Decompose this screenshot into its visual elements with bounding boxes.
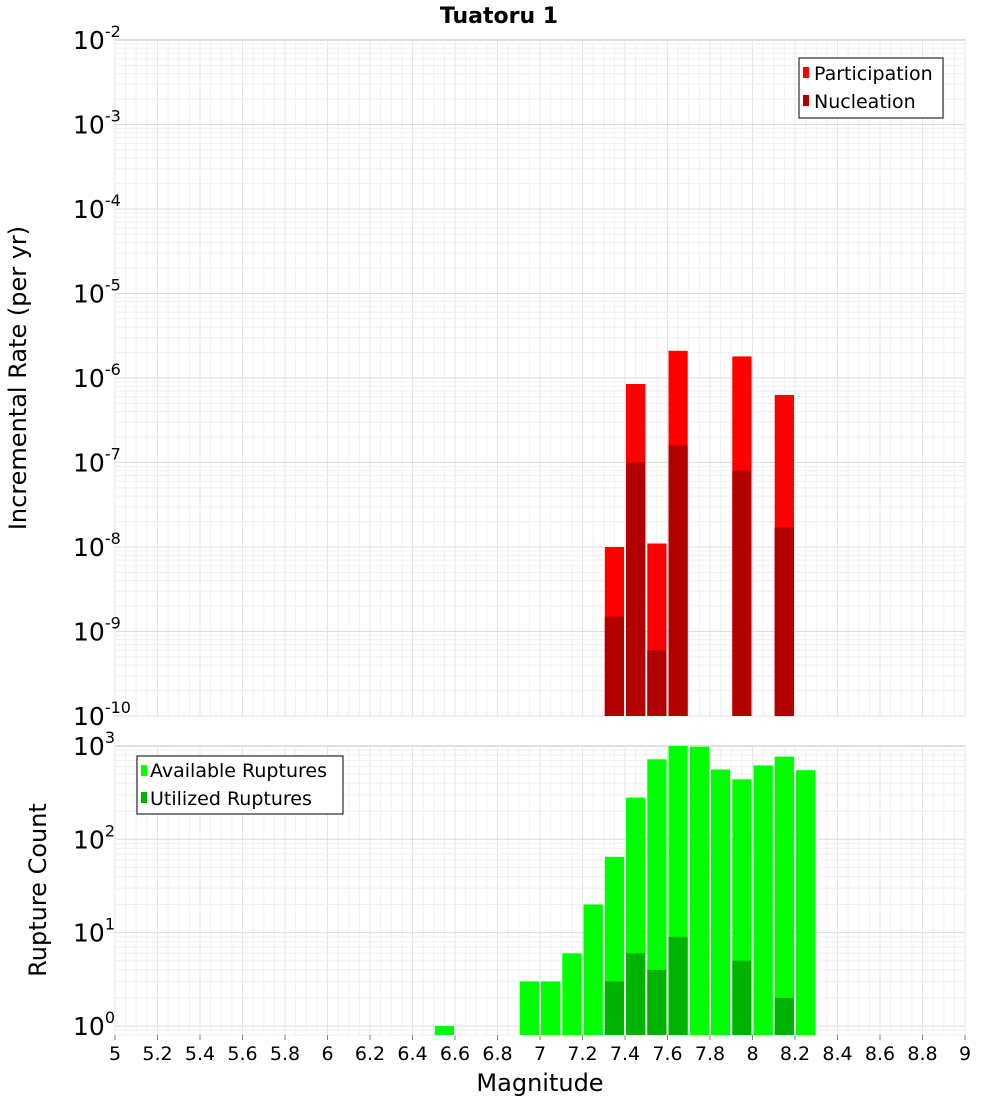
x-tick-label: 7.4	[610, 1043, 640, 1065]
bottom-bar-available-ruptures	[519, 981, 540, 1035]
x-tick-label: 8.4	[822, 1043, 852, 1065]
x-tick-label: 6.6	[440, 1043, 470, 1065]
bottom-bar-available-ruptures	[647, 759, 667, 1035]
x-tick-label: 7	[534, 1043, 546, 1065]
legend-swatch-utilized	[141, 792, 147, 803]
bottom-bar-available-ruptures	[562, 953, 582, 1035]
legend-label-participation: Participation	[814, 63, 933, 85]
bottom-bar-available-ruptures	[434, 1026, 454, 1035]
bottom-bar-utilized-ruptures	[732, 960, 752, 1035]
top-y-tick-label: 10-2	[73, 22, 121, 55]
bottom-bar-available-ruptures	[541, 981, 561, 1035]
bottom-bar-available-ruptures	[796, 770, 816, 1035]
x-tick-label: 9	[959, 1043, 971, 1065]
top-legend: Participation Nucleation	[798, 57, 944, 119]
bottom-y-tick-label: 102	[73, 821, 115, 854]
x-tick-label: 7.6	[652, 1043, 682, 1065]
x-tick-label: 5.2	[142, 1043, 172, 1065]
top-y-tick-label: 10-4	[73, 191, 121, 224]
top-bar-nucleation	[774, 527, 794, 716]
bottom-bar-utilized-ruptures	[626, 953, 646, 1035]
bottom-y-tick-label: 101	[73, 915, 115, 948]
chart-title: Tuatoru 1	[440, 4, 558, 29]
legend-swatch-participation	[803, 67, 809, 78]
bottom-bar-available-ruptures	[711, 769, 731, 1035]
x-tick-label: 8.8	[907, 1043, 937, 1065]
x-tick-label: 5.8	[270, 1043, 300, 1065]
bottom-bar-utilized-ruptures	[604, 981, 624, 1035]
legend-swatch-nucleation	[803, 95, 809, 106]
top-y-tick-label: 10-3	[73, 107, 121, 140]
x-tick-label: 8.2	[780, 1043, 810, 1065]
bottom-y-tick-label: 103	[73, 728, 115, 761]
top-legend-box	[798, 57, 944, 119]
bottom-legend: Available Ruptures Utilized Ruptures	[136, 755, 344, 815]
x-tick-label: 5	[109, 1043, 121, 1065]
top-y-tick-label: 10-5	[73, 276, 121, 309]
x-tick-label: 6.4	[397, 1043, 427, 1065]
bottom-bar-available-ruptures	[583, 904, 603, 1035]
legend-label-available: Available Ruptures	[150, 760, 327, 782]
x-axis-label: Magnitude	[476, 1069, 603, 1097]
legend-label-nucleation: Nucleation	[814, 91, 916, 113]
bottom-bar-available-ruptures	[689, 746, 710, 1035]
bottom-y-tick-label: 100	[73, 1008, 115, 1041]
x-tick-label: 7.8	[695, 1043, 725, 1065]
top-y-tick-label: 10-6	[73, 360, 121, 393]
top-y-tick-label: 10-7	[73, 445, 121, 478]
top-y-tick-label: 10-9	[73, 614, 121, 647]
x-tick-label: 6	[321, 1043, 333, 1065]
x-tick-label: 6.8	[482, 1043, 512, 1065]
x-tick-label: 8.6	[865, 1043, 895, 1065]
bottom-bar-utilized-ruptures	[774, 997, 794, 1035]
legend-swatch-available	[141, 765, 147, 776]
bottom-bar-utilized-ruptures	[647, 969, 667, 1035]
legend-label-utilized: Utilized Ruptures	[150, 788, 312, 810]
x-tick-label: 6.2	[355, 1043, 385, 1065]
x-tick-label: 7.2	[567, 1043, 597, 1065]
top-y-axis-label: Incremental Rate (per yr)	[4, 226, 32, 530]
x-tick-label: 5.4	[185, 1043, 215, 1065]
bottom-y-axis-label: Rupture Count	[24, 803, 52, 977]
top-bar-nucleation	[604, 616, 624, 716]
top-bar-nucleation	[626, 462, 646, 716]
x-tick-label: 5.6	[227, 1043, 257, 1065]
x-tick-label: 8	[746, 1043, 758, 1065]
bottom-bar-utilized-ruptures	[668, 936, 688, 1035]
bottom-legend-box	[136, 755, 344, 815]
bottom-bar-available-ruptures	[753, 765, 773, 1035]
top-y-tick-label: 10-8	[73, 529, 121, 562]
top-y-tick-label: 10-10	[73, 698, 131, 731]
top-bar-nucleation	[668, 445, 688, 716]
top-bar-nucleation	[732, 470, 752, 716]
top-bar-nucleation	[647, 650, 667, 716]
bottom-bar-available-ruptures	[774, 756, 794, 1035]
